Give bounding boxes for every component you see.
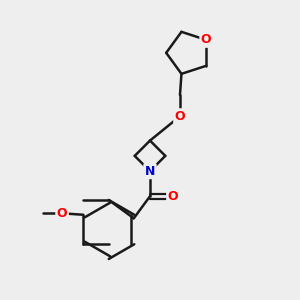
Text: O: O xyxy=(168,190,178,203)
Text: N: N xyxy=(145,165,155,178)
Text: O: O xyxy=(175,110,185,123)
Text: O: O xyxy=(201,33,212,46)
Text: O: O xyxy=(57,207,68,220)
